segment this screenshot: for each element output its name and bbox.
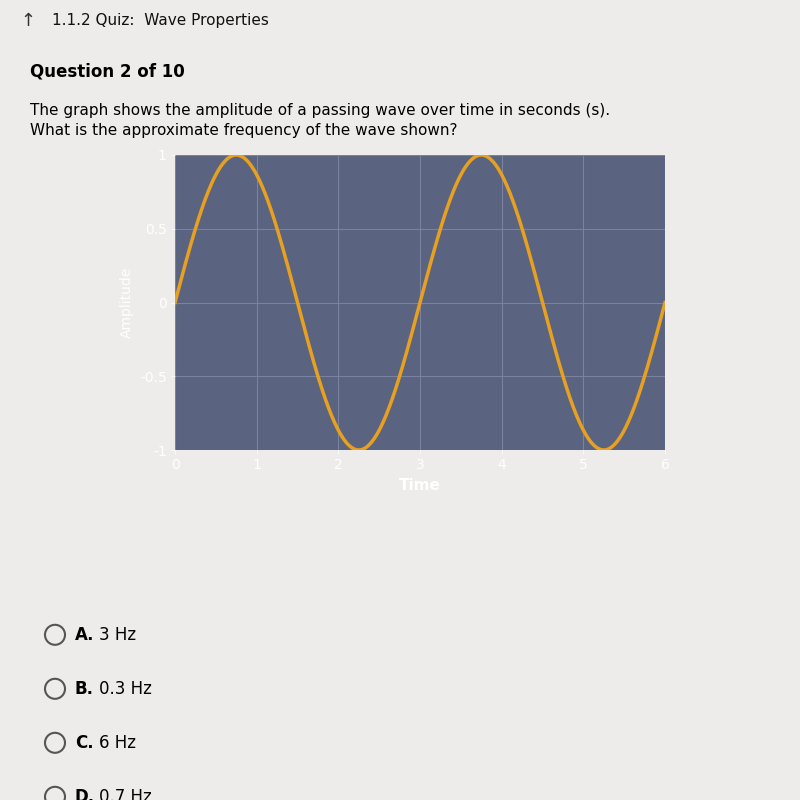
Text: 1.1.2 Quiz:  Wave Properties: 1.1.2 Quiz: Wave Properties xyxy=(52,14,269,28)
Text: What is the approximate frequency of the wave shown?: What is the approximate frequency of the… xyxy=(30,123,458,138)
X-axis label: Time: Time xyxy=(399,478,441,493)
Text: B.: B. xyxy=(75,680,94,698)
Text: 6 Hz: 6 Hz xyxy=(99,734,136,752)
Text: 0.7 Hz: 0.7 Hz xyxy=(99,788,152,800)
Text: The graph shows the amplitude of a passing wave over time in seconds (s).: The graph shows the amplitude of a passi… xyxy=(30,103,610,118)
Text: C.: C. xyxy=(75,734,94,752)
Text: 0.3 Hz: 0.3 Hz xyxy=(99,680,152,698)
Text: ↑: ↑ xyxy=(20,12,35,30)
Text: D.: D. xyxy=(75,788,95,800)
Text: Question 2 of 10: Question 2 of 10 xyxy=(30,63,185,81)
Y-axis label: Amplitude: Amplitude xyxy=(120,267,134,338)
Text: 3 Hz: 3 Hz xyxy=(99,626,136,644)
Text: A.: A. xyxy=(75,626,94,644)
